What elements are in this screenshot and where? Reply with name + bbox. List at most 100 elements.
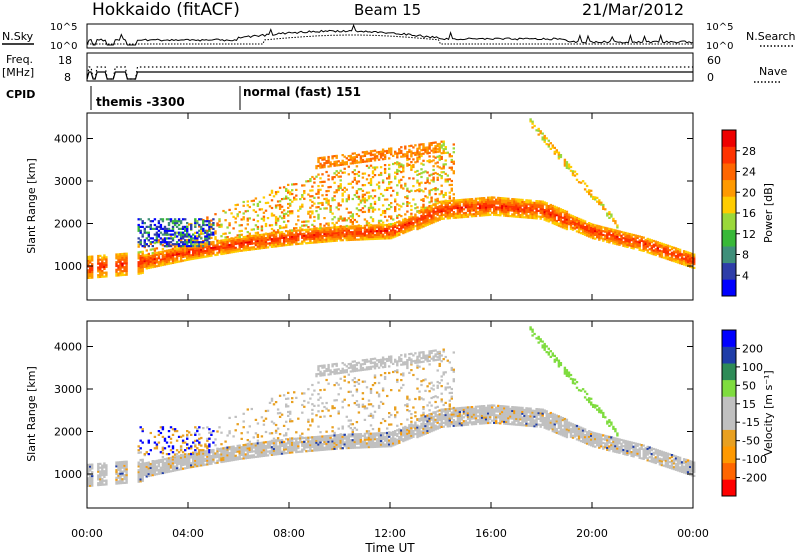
power-cell [186,256,189,260]
velocity-cell [240,449,243,453]
power-cell [436,199,439,202]
power-cell [450,213,453,216]
power-cell [541,208,544,211]
nsky-label: N.Sky [2,30,34,43]
velocity-cell [299,439,302,442]
velocity-cell [303,442,306,445]
power-cell [206,220,209,223]
power-cell [103,275,106,278]
velocity-cell [153,460,157,463]
power-cell [153,256,157,259]
power-cell [519,214,522,217]
velocity-cell [208,437,211,440]
power-cell [388,227,391,230]
power-cell [173,245,177,248]
power-cell [319,166,322,169]
power-cell [147,264,150,268]
power-cell [224,236,227,239]
power-cell [422,146,425,150]
power-cell [163,263,167,266]
power-cell [167,256,171,260]
power-cell [147,255,150,258]
velocity-cell [333,370,336,373]
velocity-cell [186,457,189,460]
power-cell [347,233,350,236]
power-cell [497,198,500,201]
velocity-cell [301,403,304,407]
velocity-cell [184,455,187,458]
power-cell [691,252,694,255]
power-cell [383,188,387,192]
power-cell [509,215,512,218]
velocity-cell [270,449,274,453]
power-cell [228,222,231,225]
power-cell [555,206,558,209]
power-cell [347,158,350,162]
velocity-cell [319,364,322,368]
power-cell [434,141,437,144]
power-cell [137,257,140,260]
power-cell [375,224,379,227]
power-cell [87,269,90,272]
power-cell [674,247,678,250]
power-cell [559,154,563,157]
velocity-cell [139,447,142,450]
velocity-cell [186,455,189,458]
power-cell [579,232,583,235]
power-cell [428,161,431,164]
velocity-cell [186,459,189,462]
power-cell [398,229,401,233]
power-cell [375,166,379,169]
velocity-cell [309,444,312,447]
power-cell [262,217,266,220]
velocity-cell [177,468,181,471]
power-cell [278,215,282,218]
power-cell [353,218,356,222]
velocity-cell [91,474,94,478]
power-cell [313,233,316,236]
power-cell [260,243,264,246]
power-cell [650,241,653,244]
power-cell [355,234,359,237]
power-cell [608,241,611,244]
power-cell [666,248,670,251]
power-cell [628,236,631,239]
velocity-cell [295,441,298,444]
power-cell [323,234,326,237]
power-cell [373,168,377,171]
power-cell [313,239,316,242]
power-cell [184,253,187,256]
power-cell [426,219,429,223]
velocity-cell [323,374,326,377]
power-cell [339,204,342,207]
power-cell [658,243,662,246]
power-cell [493,207,496,211]
power-cell [226,242,229,245]
power-cell [165,259,169,262]
power-cell [246,239,249,242]
power-cell [238,246,241,249]
power-cell [573,170,577,173]
power-cell [175,253,179,256]
power-cell [565,216,569,219]
velocity-cell [274,453,278,456]
velocity-cell [311,408,314,411]
power-cell [91,266,94,270]
power-cell [390,225,393,228]
power-cell [436,197,439,200]
velocity-cell [287,397,290,400]
velocity-cell [333,438,336,441]
power-cell [250,246,253,249]
power-cell [240,240,243,243]
velocity-cell [250,407,253,411]
power-cell [188,258,191,261]
velocity-cell [307,436,310,439]
power-cell [438,174,441,177]
power-cell [117,257,120,260]
power-cell [169,245,173,248]
power-cell [367,166,371,169]
power-cell [347,165,350,168]
power-cell [424,211,427,214]
power-cell [252,203,255,206]
power-cell [347,238,350,242]
